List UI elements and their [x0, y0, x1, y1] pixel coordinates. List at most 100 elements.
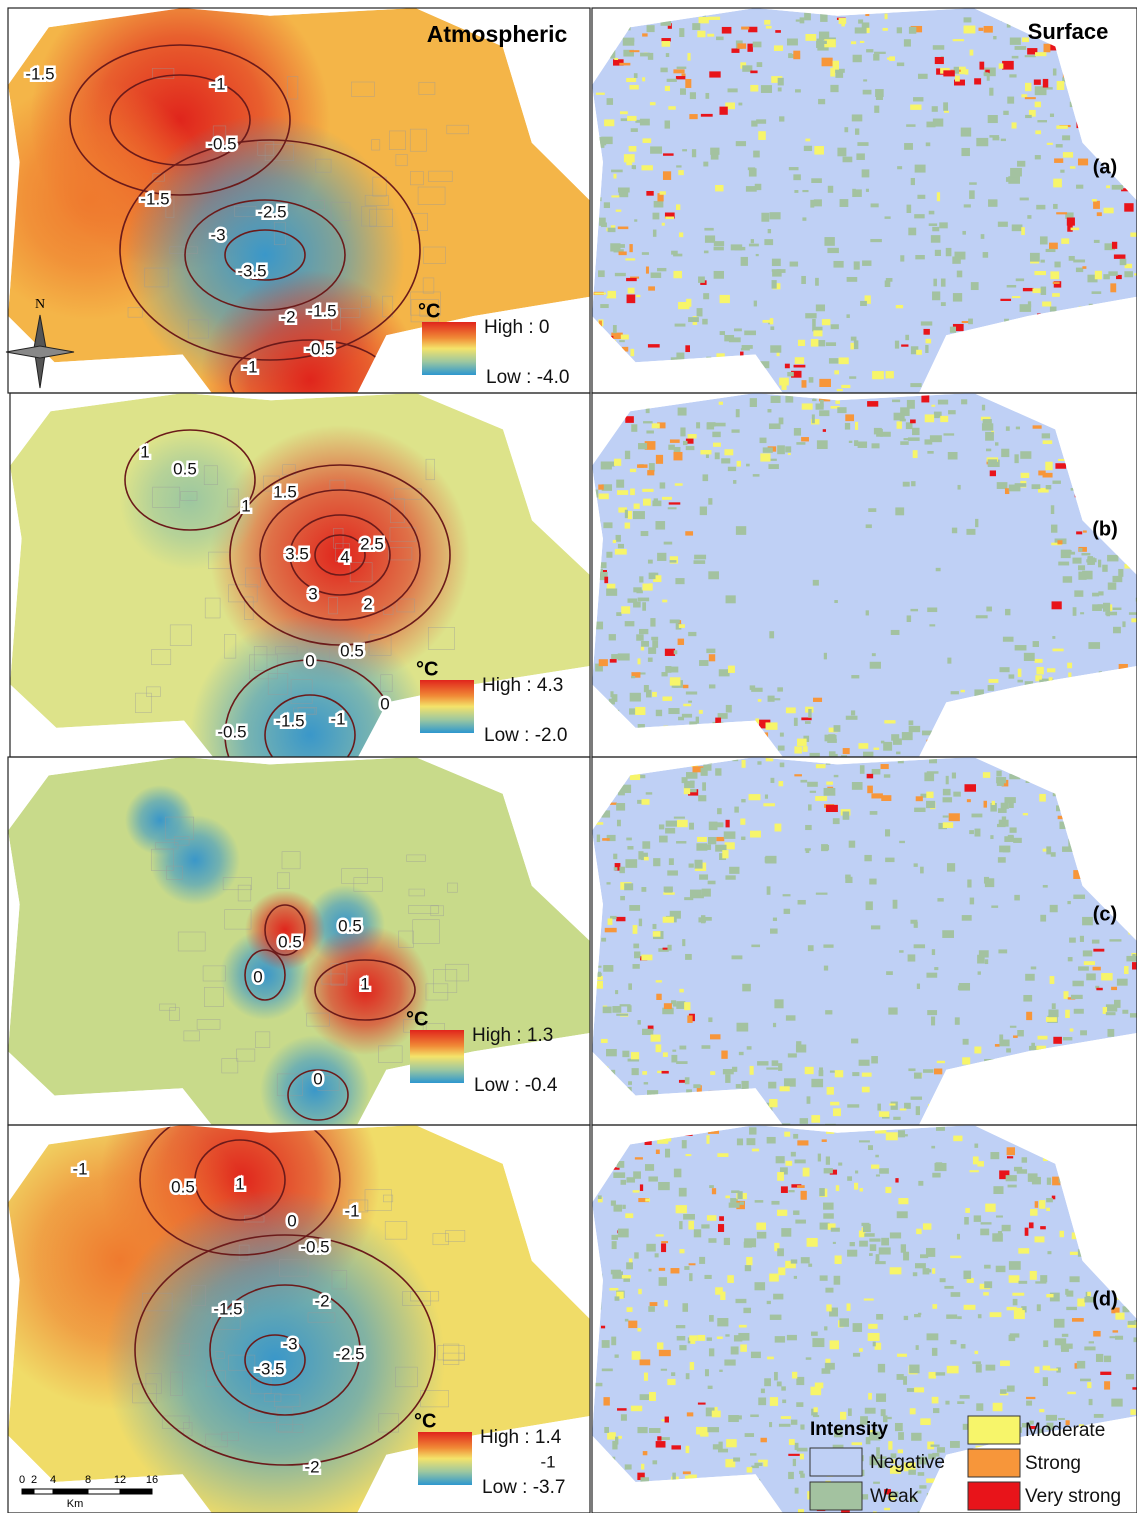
surface-patch [607, 882, 611, 884]
surface-patch [631, 424, 637, 432]
surface-patch [1099, 398, 1108, 400]
surface-patch [641, 887, 646, 892]
surface-patch [625, 1105, 637, 1111]
surface-patch [875, 1130, 886, 1133]
surface-patch [1107, 1029, 1114, 1037]
surface-patch [978, 971, 981, 974]
surface-patch [728, 734, 738, 738]
surface-patch [1132, 1387, 1137, 1390]
surface-patch [993, 339, 1001, 347]
surface-patch [824, 966, 828, 971]
surface-patch [1043, 1155, 1048, 1161]
surface-patch [710, 1071, 715, 1075]
surface-patch [984, 1059, 995, 1063]
surface-patch [676, 353, 684, 361]
surface-patch [896, 752, 900, 755]
surface-patch [795, 89, 801, 92]
surface-patch [810, 753, 820, 760]
surface-patch [931, 1017, 935, 1026]
surface-patch [757, 1491, 765, 1494]
surface-patch [1106, 1012, 1116, 1015]
contour-label: -0.5 [305, 339, 334, 358]
surface-patch [799, 1471, 803, 1474]
surface-patch [911, 481, 915, 486]
surface-patch [937, 192, 940, 201]
surface-patch [739, 1325, 747, 1328]
surface-patch [983, 335, 995, 338]
surface-patch [1067, 901, 1071, 904]
surface-patch [889, 56, 895, 61]
surface-patch [631, 1406, 642, 1412]
surface-patch [1072, 558, 1081, 564]
surface-patch [981, 234, 985, 239]
surface-patch [897, 166, 902, 169]
surface-patch [801, 437, 809, 441]
scale-segment [88, 1489, 120, 1494]
surface-patch [787, 1335, 797, 1340]
surface-patch [1056, 1443, 1067, 1448]
surface-patch [855, 27, 867, 33]
surface-patch [826, 1129, 834, 1134]
surface-patch [1084, 1346, 1095, 1350]
surface-patch [1107, 555, 1118, 562]
surface-patch [642, 33, 647, 36]
surface-patch [611, 1235, 618, 1240]
surface-patch [616, 480, 624, 488]
surface-patch [1132, 430, 1137, 436]
surface-patch [749, 244, 759, 247]
surface-patch [994, 376, 999, 380]
surface-patch [664, 1003, 672, 1009]
surface-patch [979, 950, 989, 957]
surface-patch [893, 1117, 900, 1120]
surface-patch [862, 260, 871, 265]
surface-patch [611, 1337, 616, 1346]
surface-patch [1112, 13, 1122, 19]
surface-patch [812, 414, 815, 423]
surface-patch [999, 63, 1004, 68]
surface-patch [1073, 829, 1079, 838]
surface-patch [812, 319, 816, 327]
surface-patch [642, 252, 649, 255]
surface-patch [1122, 1306, 1129, 1312]
surface-patch [627, 511, 632, 519]
surface-patch [658, 761, 665, 767]
surface-patch [628, 1106, 633, 1109]
surface-patch [1025, 681, 1033, 689]
surface-patch [626, 1177, 635, 1182]
surface-patch [938, 400, 948, 405]
surface-patch [741, 257, 748, 266]
surface-patch [993, 36, 996, 39]
contour-label: 0.5 [171, 1177, 195, 1196]
surface-patch [1098, 422, 1107, 429]
surface-patch [953, 1136, 962, 1142]
contour-label: 1 [360, 974, 369, 993]
surface-patch [862, 1073, 872, 1077]
surface-patch [1042, 301, 1051, 306]
surface-patch [1108, 419, 1115, 426]
surface-patch [697, 31, 705, 38]
surface-patch [1017, 1030, 1024, 1036]
header-atmospheric: Atmospheric [427, 21, 568, 47]
surface-patch [1009, 799, 1014, 808]
surface-patch [776, 1156, 785, 1163]
surface-patch [691, 366, 699, 369]
surface-patch [984, 26, 993, 33]
surface-patch [986, 607, 992, 612]
surface-patch [1126, 491, 1133, 494]
surface-patch [645, 1140, 652, 1145]
surface-patch [976, 138, 988, 146]
surface-patch [926, 142, 931, 146]
surface-patch [1052, 399, 1056, 405]
surface-patch [619, 63, 630, 66]
surface-patch [1130, 1065, 1136, 1074]
surface-patch [1015, 483, 1027, 487]
surface-patch [607, 1079, 612, 1087]
surface-patch [1061, 360, 1064, 367]
surface-patch [733, 480, 736, 484]
scale-tick: 2 [31, 1474, 37, 1486]
surface-patch [824, 653, 827, 660]
surface-patch [1131, 704, 1136, 710]
surface-patch [1127, 1485, 1131, 1491]
surface-patch [784, 909, 790, 914]
surface-patch [689, 1273, 692, 1281]
